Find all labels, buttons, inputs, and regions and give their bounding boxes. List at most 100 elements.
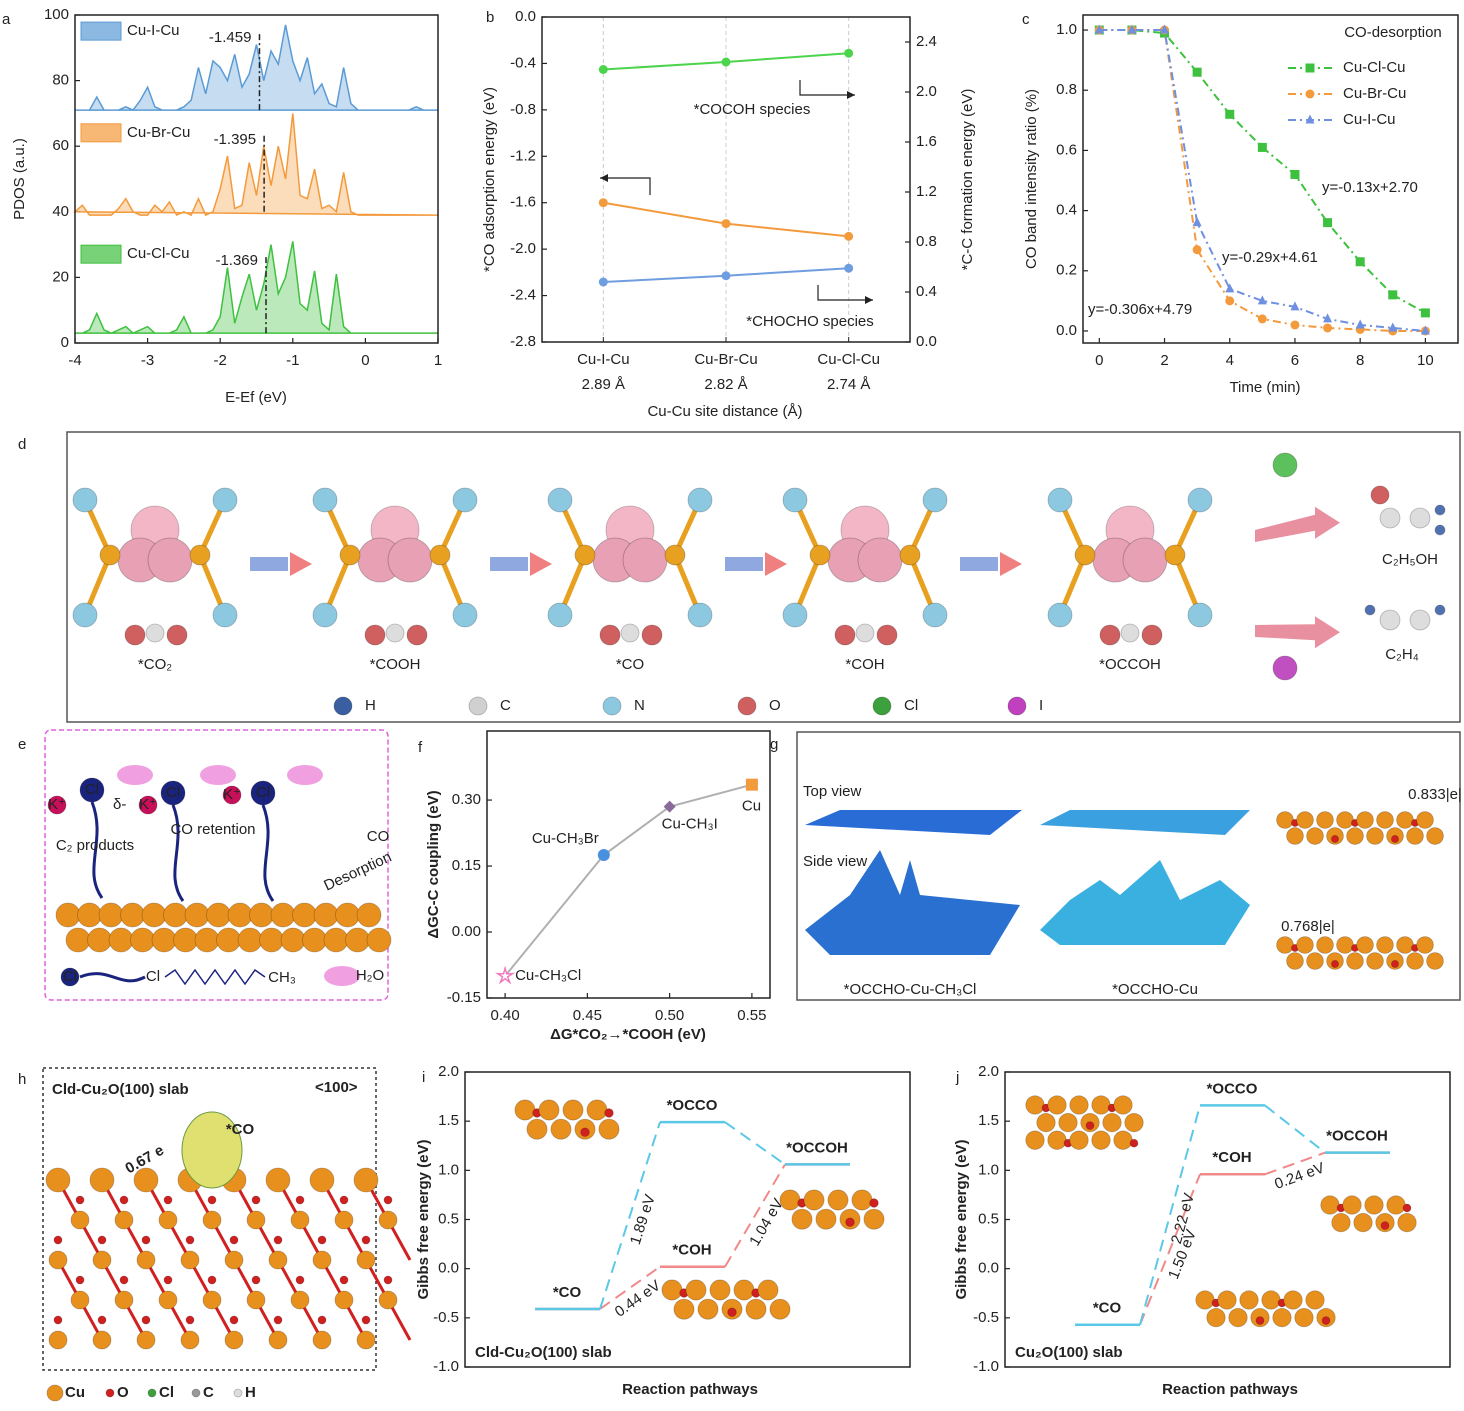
- atom: [1141, 624, 1163, 646]
- plot-frame: [486, 730, 771, 999]
- atom: [136, 1250, 156, 1270]
- atom: [1409, 507, 1431, 529]
- atom: [361, 1315, 371, 1325]
- state-label: *OCCO: [1207, 1080, 1258, 1097]
- marker: [1192, 67, 1202, 77]
- series-line: [504, 783, 753, 977]
- y-tick-label: 1.0: [978, 1161, 999, 1178]
- series-label: *COCOH species: [694, 101, 811, 118]
- legend-label: CH₃: [268, 969, 296, 986]
- atom: [229, 1315, 239, 1325]
- atom: [216, 927, 241, 953]
- atom: [580, 1127, 590, 1137]
- atom: [1416, 936, 1434, 954]
- axis-arrow: [799, 80, 855, 96]
- pdos-area: [75, 241, 438, 335]
- y-tick-label: 2.0: [438, 1063, 459, 1080]
- atom: [598, 1118, 620, 1140]
- atom: [1187, 602, 1213, 628]
- y-tick-label: 0.4: [1056, 202, 1077, 219]
- atom: [251, 1195, 261, 1205]
- atom: [815, 1208, 837, 1230]
- atom: [119, 1275, 129, 1285]
- atom: [212, 487, 238, 513]
- state-label: *OCCOH: [1326, 1128, 1388, 1145]
- atom: [1261, 1290, 1281, 1310]
- atom: [1379, 507, 1401, 529]
- atom: [1406, 827, 1424, 845]
- marker: [1192, 217, 1202, 227]
- atom: [353, 1167, 379, 1193]
- y-tick-label: 0.0: [515, 8, 536, 25]
- y-tick-label: 40: [52, 203, 69, 220]
- atom: [922, 487, 948, 513]
- x-tick-label: Cu-Cl-Cu: [817, 351, 880, 368]
- atom: [312, 1250, 332, 1270]
- legend-label: Cu-Cl-Cu: [127, 245, 190, 262]
- d-band-label: -1.395: [214, 131, 257, 148]
- atom: [339, 1195, 349, 1205]
- atom: [295, 1195, 305, 1205]
- atom: [163, 1275, 173, 1285]
- plot-frame: [1004, 1071, 1451, 1368]
- atom: [1025, 1130, 1045, 1150]
- atom: [685, 1279, 707, 1301]
- atom: [265, 1167, 291, 1193]
- atom: [562, 1099, 584, 1121]
- atom: [249, 902, 274, 928]
- legend-label: Cu-Br-Cu: [1343, 85, 1406, 102]
- atom: [92, 1330, 112, 1350]
- d-band-label: -1.369: [215, 252, 258, 269]
- marker: [1355, 319, 1365, 329]
- atom: [75, 1195, 85, 1205]
- legend-swatch: [80, 244, 122, 264]
- state-label: *OCCO: [667, 1097, 718, 1114]
- atom: [356, 902, 382, 928]
- energy-connector: [1264, 1104, 1326, 1154]
- atom: [1376, 936, 1394, 954]
- energy-connector: [599, 1265, 661, 1310]
- atom: [273, 1315, 283, 1325]
- marker: [1420, 308, 1430, 318]
- x-tick-label: 8: [1356, 352, 1364, 369]
- atom: [1228, 1307, 1248, 1328]
- legend-swatch: [324, 966, 360, 986]
- atom: [1380, 1221, 1390, 1230]
- step-label: 0.24 eV: [1272, 1159, 1326, 1193]
- panel-frame: [44, 729, 389, 1001]
- atom: [72, 487, 98, 513]
- atom: [1376, 811, 1394, 829]
- direction-label: <100>: [315, 1079, 358, 1096]
- atom: [378, 1210, 398, 1230]
- atom: [184, 902, 210, 928]
- atom: [803, 1189, 825, 1211]
- x-axis-label: Reaction pathways: [622, 1381, 758, 1398]
- atom: [1396, 936, 1414, 954]
- atom: [1058, 1112, 1078, 1133]
- y2-tick-label: 1.6: [916, 133, 937, 150]
- atom: [151, 927, 177, 953]
- atom: [855, 623, 875, 643]
- legend-swatch: [60, 967, 80, 987]
- atom: [302, 927, 327, 953]
- atom: [1336, 811, 1354, 829]
- y-tick-label: 1.0: [1056, 21, 1077, 38]
- marker: [598, 65, 608, 74]
- marker: [844, 48, 854, 58]
- marker: [1420, 325, 1430, 335]
- product-arrow: [1255, 616, 1340, 649]
- point-label: Cu-CH₃I: [662, 816, 718, 833]
- atom: [383, 1195, 393, 1205]
- atom: [687, 487, 713, 513]
- arrow-head: [530, 552, 552, 576]
- atom: [1331, 1212, 1351, 1233]
- marker: [1388, 322, 1398, 332]
- atom: [599, 624, 621, 646]
- atom: [782, 602, 808, 628]
- atom: [1364, 604, 1376, 616]
- atom: [526, 1118, 548, 1140]
- species-label: *COOH: [370, 656, 421, 673]
- legend-swatch: [872, 696, 892, 716]
- atom: [1122, 537, 1168, 583]
- marker: [721, 57, 731, 67]
